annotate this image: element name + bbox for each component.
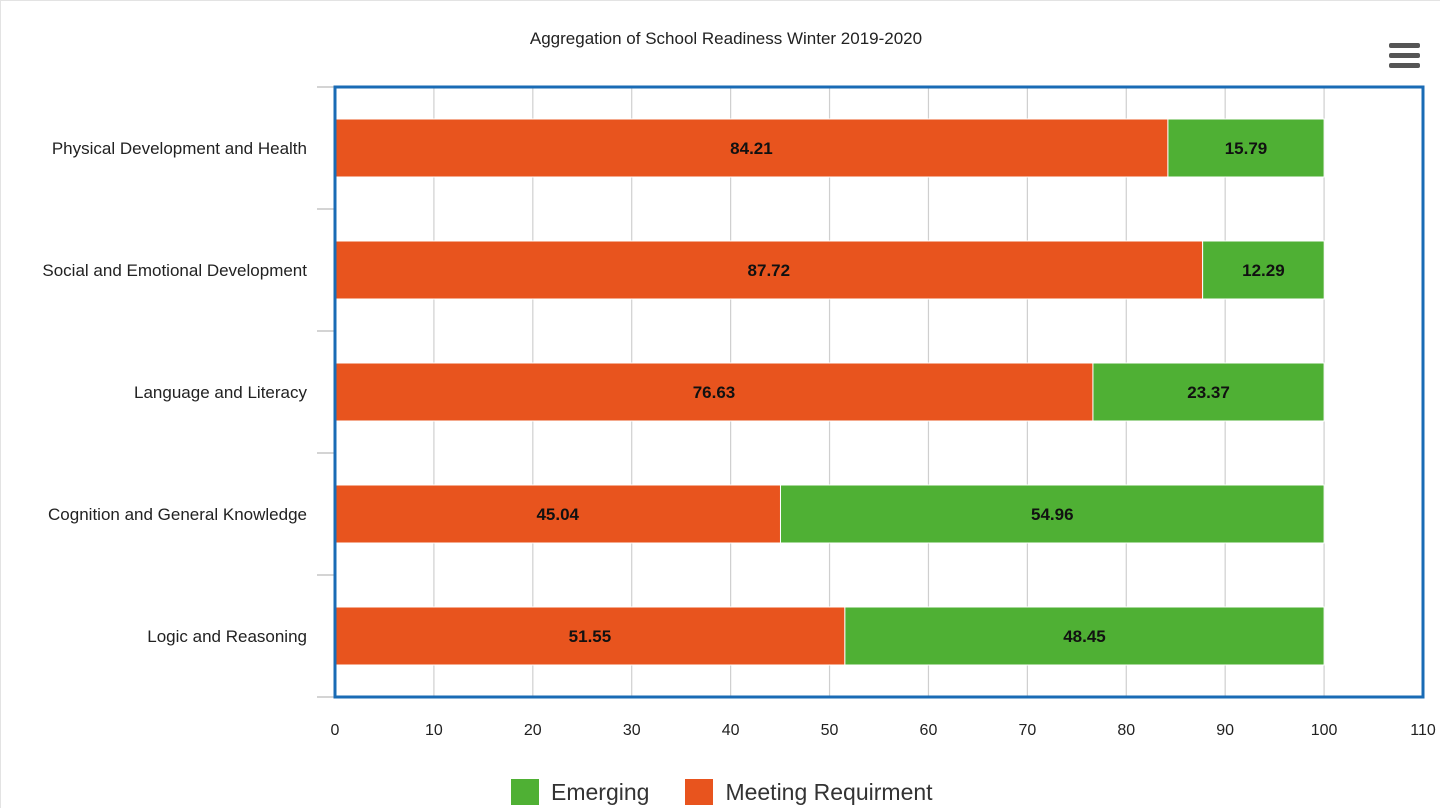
- category-label: Cognition and General Knowledge: [48, 505, 307, 524]
- plot-border: [333, 85, 1425, 699]
- legend-label: Emerging: [551, 778, 650, 805]
- legend: Emerging Meeting Requirment: [511, 777, 969, 807]
- category-label: Social and Emotional Development: [42, 261, 307, 280]
- x-tick-label: 30: [623, 722, 641, 739]
- legend-item[interactable]: Meeting Requirment: [685, 778, 933, 806]
- x-tick-label: 100: [1311, 722, 1338, 739]
- legend-label: Meeting Requirment: [725, 778, 933, 805]
- bar: [1167, 118, 1325, 178]
- data-label: 87.72: [748, 261, 791, 280]
- data-label: 15.79: [1225, 139, 1268, 158]
- x-tick-label: 90: [1216, 722, 1234, 739]
- bar: [844, 606, 1325, 666]
- data-label: 23.37: [1187, 383, 1230, 402]
- bar: [1092, 362, 1325, 422]
- legend-item[interactable]: Emerging: [511, 779, 649, 806]
- category-label: Language and Literacy: [134, 383, 307, 402]
- hamburger-menu-icon[interactable]: [1385, 41, 1423, 71]
- x-tick-label: 60: [920, 722, 938, 739]
- category-label: Physical Development and Health: [52, 139, 307, 158]
- bar: [334, 362, 1094, 422]
- bar: [334, 484, 781, 544]
- x-tick-label: 20: [524, 722, 542, 739]
- x-tick-label: 50: [821, 722, 839, 739]
- bar: [334, 240, 1204, 300]
- legend-swatch: [511, 779, 539, 805]
- data-label: 54.96: [1031, 505, 1074, 524]
- chart-title: Aggregation of School Readiness Winter 2…: [529, 29, 923, 48]
- data-label: 84.21: [730, 139, 773, 158]
- bar: [779, 484, 1325, 544]
- data-label: 51.55: [569, 627, 612, 646]
- x-tick-label: 0: [331, 722, 340, 739]
- data-label: 48.45: [1063, 627, 1106, 646]
- bar: [334, 606, 846, 666]
- x-tick-label: 70: [1018, 722, 1036, 739]
- x-tick-label: 40: [722, 722, 740, 739]
- data-label: 12.29: [1242, 261, 1285, 280]
- x-tick-label: 10: [425, 722, 443, 739]
- category-label: Logic and Reasoning: [147, 627, 307, 646]
- data-label: 45.04: [536, 505, 579, 524]
- bar: [1202, 240, 1325, 300]
- x-tick-label: 80: [1117, 722, 1135, 739]
- x-tick-label: 110: [1410, 722, 1436, 739]
- legend-swatch: [685, 779, 714, 805]
- data-label: 76.63: [693, 383, 736, 402]
